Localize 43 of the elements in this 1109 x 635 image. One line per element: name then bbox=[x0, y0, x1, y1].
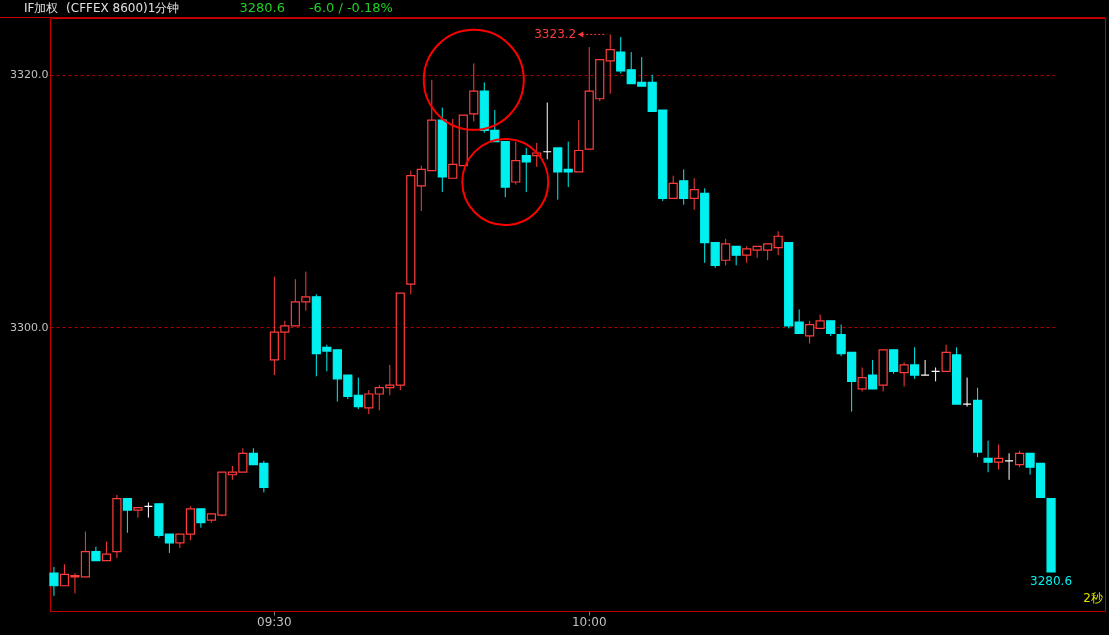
annotation: 3280.6 bbox=[1030, 573, 1073, 588]
candlestick bbox=[941, 344, 951, 372]
candlestick bbox=[794, 308, 804, 335]
candlestick bbox=[511, 141, 521, 186]
candlestick bbox=[553, 147, 563, 201]
candlestick bbox=[122, 498, 133, 534]
chart-title: IF加权 (CFFEX 8600)1分钟 bbox=[24, 1, 180, 15]
text: 2秒 bbox=[1083, 590, 1103, 607]
candlestick bbox=[574, 119, 584, 173]
y-tick-label: 3320.0 bbox=[10, 68, 49, 82]
candlestick bbox=[469, 62, 479, 122]
candlestick bbox=[353, 377, 363, 410]
candlestick bbox=[868, 359, 878, 390]
candlestick bbox=[563, 141, 573, 188]
candlestick bbox=[616, 36, 626, 75]
candlestick bbox=[993, 443, 1004, 471]
x-tick-label: 10:00 bbox=[571, 614, 607, 629]
candlestick bbox=[899, 361, 909, 387]
candlestick bbox=[133, 506, 143, 519]
candlestick bbox=[521, 147, 531, 193]
candlestick bbox=[721, 238, 731, 266]
candlestick bbox=[101, 541, 112, 562]
candlestick bbox=[49, 566, 59, 597]
candlestick bbox=[773, 230, 783, 256]
candlestick bbox=[910, 346, 920, 380]
x-tick-label: 09:30 bbox=[257, 614, 292, 629]
candlestick bbox=[364, 389, 374, 415]
candlestick bbox=[710, 241, 720, 269]
candlestick bbox=[731, 245, 741, 266]
candlestick bbox=[448, 118, 458, 179]
candlestick bbox=[857, 366, 867, 392]
candlestick bbox=[805, 320, 815, 345]
annotation: 3323.2 bbox=[534, 27, 577, 42]
text: -6.0 / -0.18% bbox=[308, 0, 393, 15]
candlestick bbox=[679, 168, 689, 206]
text: 3280.6 bbox=[239, 0, 285, 15]
y-tick-label: 3300.0 bbox=[10, 320, 49, 334]
candlestick bbox=[668, 175, 678, 200]
candlestick bbox=[983, 440, 993, 473]
candlestick bbox=[605, 33, 615, 95]
candlestick bbox=[196, 508, 206, 529]
candlestick bbox=[689, 177, 699, 211]
candlestick bbox=[889, 349, 899, 375]
